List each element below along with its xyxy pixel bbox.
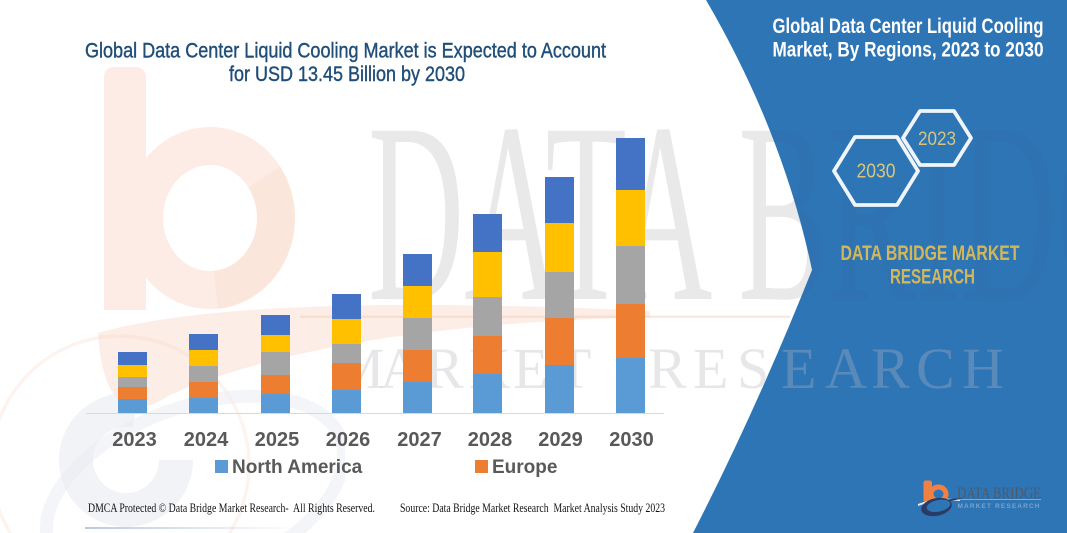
svg-text:DMCA Protected © Data Bridge M: DMCA Protected © Data Bridge Market Rese… xyxy=(88,501,375,515)
svg-text:DATA BRIDGE: DATA BRIDGE xyxy=(368,70,1067,355)
svg-text:RESEARCH: RESEARCH xyxy=(890,266,975,289)
svg-text:MARKET RESEARCH: MARKET RESEARCH xyxy=(958,503,1040,510)
svg-text:Global Data Center Liquid Cool: Global Data Center Liquid Cooling Market… xyxy=(85,40,606,63)
svg-text:2030: 2030 xyxy=(857,161,896,183)
svg-text:DATA BRIDGE: DATA BRIDGE xyxy=(957,484,1041,503)
svg-text:for USD 13.45 Billion by 2030: for USD 13.45 Billion by 2030 xyxy=(229,63,465,86)
svg-text:DATA BRIDGE MARKET: DATA BRIDGE MARKET xyxy=(841,242,1020,265)
svg-text:Source: Data Bridge Market Res: Source: Data Bridge Market Research Mark… xyxy=(400,501,665,515)
svg-text:Global Data Center Liquid Cool: Global Data Center Liquid Cooling xyxy=(773,15,1044,38)
svg-text:2023: 2023 xyxy=(918,129,956,150)
svg-text:Market, By Regions, 2023 to 20: Market, By Regions, 2023 to 2030 xyxy=(773,39,1044,62)
